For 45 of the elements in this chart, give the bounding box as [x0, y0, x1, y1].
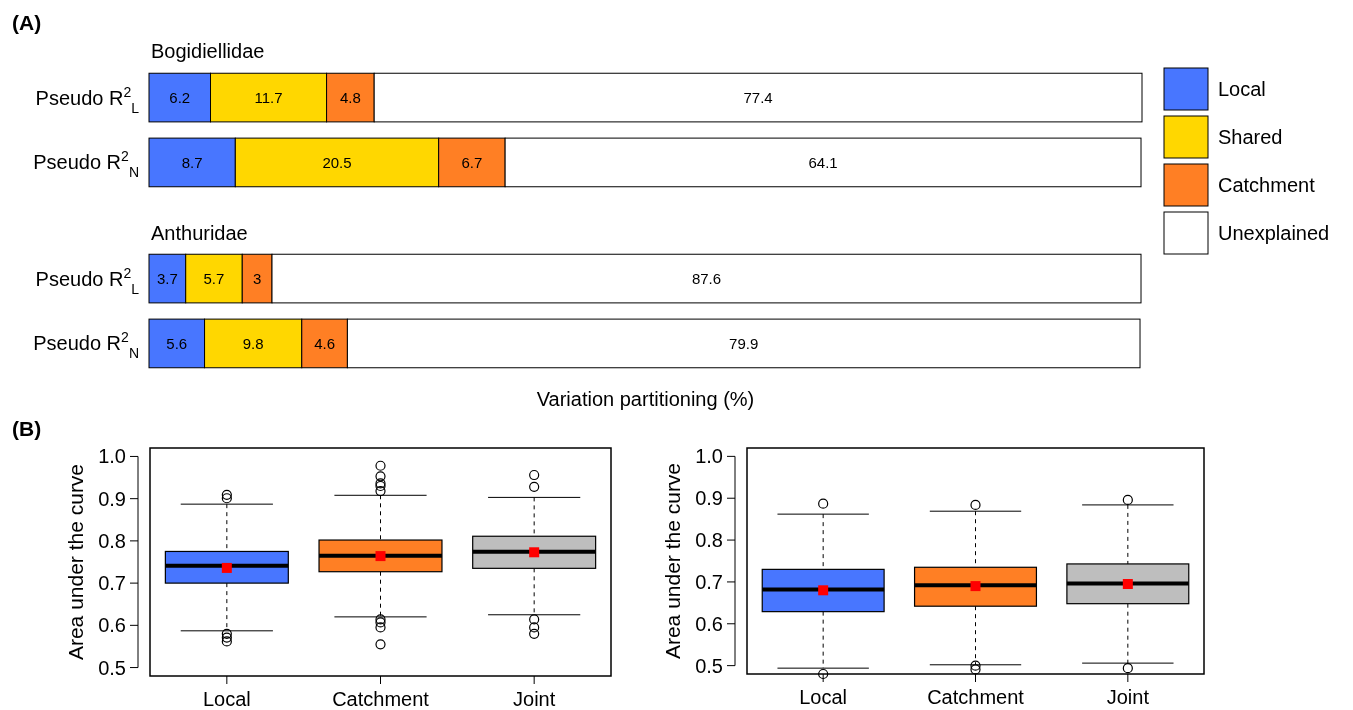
y-tick-label: 0.7: [695, 570, 723, 593]
data-label: 8.7: [181, 153, 203, 171]
y-tick-label: 0.6: [695, 612, 723, 635]
x-tick-label: Local: [799, 686, 848, 708]
y-tick-label: 0.5: [98, 656, 126, 679]
x-tick-label: Catchment: [332, 688, 430, 710]
data-label: 3: [252, 269, 262, 287]
x-axis-title: Variation partitioning (%): [536, 388, 755, 410]
y-tick-label: 0.9: [98, 487, 126, 510]
data-label: 6.7: [461, 153, 483, 171]
y-tick-label: 0.7: [98, 572, 126, 595]
y-tick-label: 0.5: [695, 654, 723, 677]
data-label: 5.6: [166, 334, 188, 352]
data-label: 9.8: [242, 334, 264, 352]
y-tick-label: 0.6: [98, 614, 126, 637]
y-tick-label: 0.9: [695, 487, 723, 510]
data-label: 4.6: [314, 334, 336, 352]
x-tick-label: Joint: [513, 688, 556, 710]
data-label: 79.9: [729, 334, 759, 352]
x-tick-label: Local: [202, 688, 251, 710]
y-axis-title: Area under the curve: [661, 462, 684, 660]
legend-label: Unexplained: [1218, 222, 1330, 244]
data-label: 6.2: [169, 88, 191, 106]
data-label: 3.7: [156, 269, 178, 287]
legend-label: Catchment: [1218, 174, 1316, 196]
y-tick-label: 0.8: [695, 529, 723, 552]
legend-label: Shared: [1218, 126, 1283, 148]
text: (A): [12, 11, 42, 34]
data-label: 5.7: [203, 269, 225, 287]
y-axis-title: Area under the curve: [64, 463, 87, 661]
chart-title: Bogidiellidae: [151, 40, 265, 62]
x-tick-label: Joint: [1106, 686, 1150, 708]
y-tick-label: 0.8: [98, 529, 126, 552]
chart-title: Anthuridae: [151, 222, 248, 244]
data-label: 87.6: [691, 269, 722, 287]
legend-label: Local: [1218, 78, 1266, 100]
x-tick-label: Catchment: [927, 686, 1025, 708]
y-tick-label: 1.0: [98, 445, 126, 468]
data-label: 64.1: [808, 153, 838, 171]
data-label: 77.4: [743, 88, 773, 106]
data-label: 11.7: [254, 88, 283, 106]
data-label: 20.5: [322, 153, 352, 171]
text: (B): [12, 417, 42, 440]
data-label: 4.8: [339, 88, 361, 106]
y-tick-label: 1.0: [695, 445, 723, 468]
